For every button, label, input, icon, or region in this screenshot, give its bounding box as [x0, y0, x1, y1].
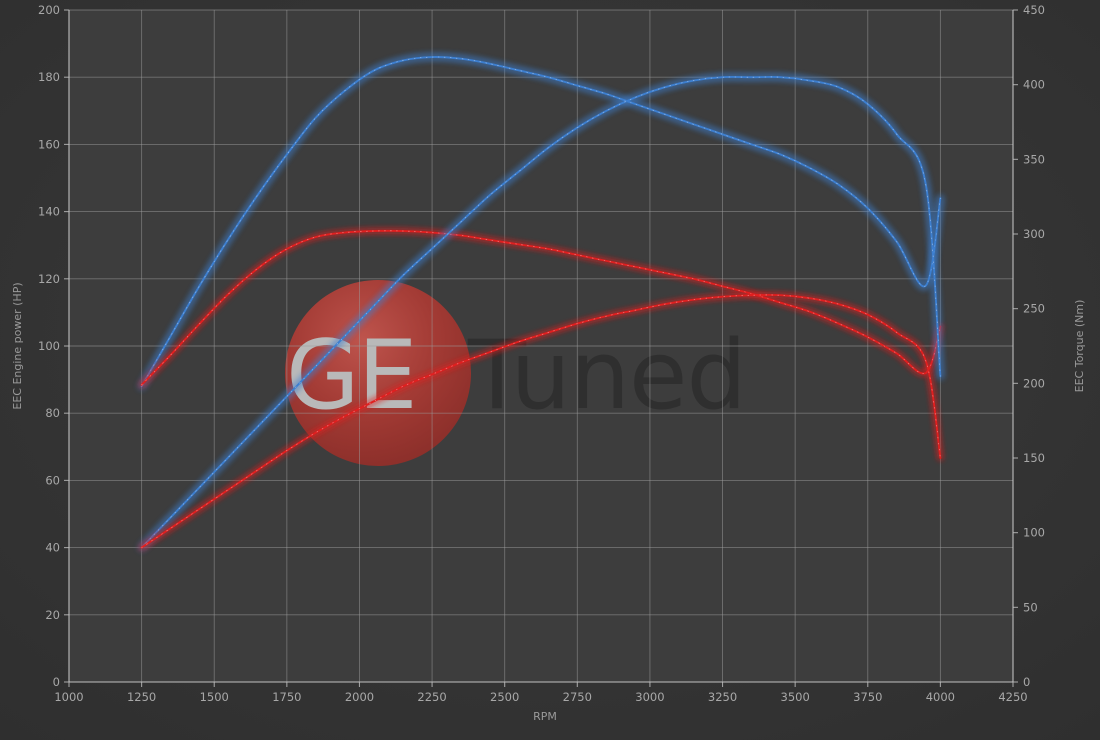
- y2-tick-label: 50: [1023, 600, 1038, 614]
- x-tick-label: 1000: [54, 690, 83, 704]
- axis-layer: 1000 1250 1500 1750 2000 2250 2500 2750 3000 3250…: [38, 3, 1045, 704]
- y-tick-label: 20: [45, 608, 60, 622]
- x-tick-label: 3000: [635, 690, 664, 704]
- curve-layer: [138, 54, 944, 551]
- x-tick-label: 2750: [563, 690, 592, 704]
- y-tick-label: 160: [38, 137, 60, 151]
- watermark-secondary-text: Tuned: [467, 321, 746, 431]
- watermark-circle: [285, 280, 471, 466]
- y-tick-label: 80: [45, 406, 60, 420]
- x-tick-label: 4250: [998, 690, 1027, 704]
- series-sample-markers: [141, 56, 941, 387]
- y2-tick-label: 450: [1023, 3, 1045, 17]
- x-tick-label: 2000: [345, 690, 374, 704]
- y-tick-label: 100: [38, 339, 60, 353]
- series-0: [138, 54, 944, 390]
- x-tick-label: 2250: [417, 690, 446, 704]
- x-tick-label: 1750: [272, 690, 301, 704]
- y-tick-label: 120: [38, 272, 60, 286]
- y2-axis-title: EEC Torque (Nm): [1073, 300, 1086, 393]
- x-tick-label: 3250: [708, 690, 737, 704]
- y-tick-label: 180: [38, 70, 60, 84]
- x-tick-label: 4000: [926, 690, 955, 704]
- y2-tick-label: 200: [1023, 376, 1045, 390]
- y-tick-label: 40: [45, 541, 60, 555]
- x-tick-label: 2500: [490, 690, 519, 704]
- series-line: [140, 229, 942, 386]
- x-tick-label: 3750: [853, 690, 882, 704]
- x-tick-label: 1250: [127, 690, 156, 704]
- y-tick-label: 60: [45, 473, 60, 487]
- x-tick-label: 3500: [781, 690, 810, 704]
- y2-tick-label: 250: [1023, 302, 1045, 316]
- series-2: [138, 74, 944, 551]
- y-tick-label: 200: [38, 3, 60, 17]
- y2-tick-label: 0: [1023, 675, 1030, 689]
- x-tick-label: 1500: [200, 690, 229, 704]
- y-tick-label: 140: [38, 205, 60, 219]
- y2-tick-label: 400: [1023, 78, 1045, 92]
- series-3: [139, 292, 943, 550]
- x-axis-title: RPM: [533, 710, 557, 723]
- series-1: [139, 228, 943, 388]
- y2-tick-label: 300: [1023, 227, 1045, 241]
- y2-tick-label: 100: [1023, 526, 1045, 540]
- y2-tick-label: 350: [1023, 152, 1045, 166]
- series-sample-markers: [141, 294, 941, 548]
- series-sample-markers: [141, 76, 941, 548]
- y2-tick-label: 150: [1023, 451, 1045, 465]
- y-axis-title: EEC Engine power (HP): [11, 282, 24, 409]
- y-tick-label: 0: [53, 675, 60, 689]
